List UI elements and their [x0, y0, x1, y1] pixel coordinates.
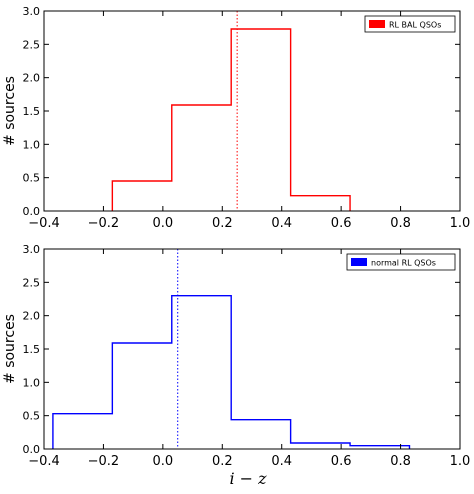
- x-tick-label: 1.0: [450, 216, 471, 231]
- legend-box: [346, 253, 456, 271]
- y-tick-label: 1.0: [23, 376, 41, 389]
- legend-swatch: [369, 20, 385, 28]
- y-tick-label: 2.0: [23, 310, 41, 323]
- x-tick-label: 0.0: [153, 216, 174, 231]
- legend-box: [364, 15, 456, 33]
- y-tick-label: 3.0: [23, 243, 41, 256]
- y-tick-label: 1.5: [23, 105, 41, 118]
- x-tick-label: 0.4: [271, 454, 292, 469]
- y-axis-label: # sources: [2, 76, 18, 146]
- y-tick-label: 1.5: [23, 343, 41, 356]
- legend-label: normal RL QSOs: [371, 259, 436, 268]
- legend-label: RL BAL QSOs: [389, 21, 441, 30]
- histogram-bin: [112, 343, 171, 449]
- legend: normal RL QSOs: [346, 253, 456, 271]
- histogram-bin: [172, 296, 231, 449]
- legend: RL BAL QSOs: [364, 15, 456, 33]
- chart-panel-top: −0.4 −0.2 0.0 0.2 0.4 0.6 0.8 1.0 0.0 0.5 1.0 1.5 2.…: [2, 5, 470, 231]
- y-tick-label: 2.5: [23, 38, 41, 51]
- y-tick-label: 3.0: [23, 5, 41, 18]
- y-tick-label: 2.5: [23, 276, 41, 289]
- legend-swatch: [351, 258, 367, 266]
- x-tick-label: −0.2: [88, 216, 120, 231]
- x-tick-label: 0.6: [331, 216, 352, 231]
- x-tick-label: 0.8: [390, 454, 411, 469]
- histogram-bin: [53, 414, 112, 449]
- y-tick-label: 0.5: [23, 172, 41, 185]
- x-tick-label: −0.4: [28, 216, 60, 231]
- x-tick-label: 0.2: [212, 454, 233, 469]
- histogram-series-bottom: [52, 294, 411, 449]
- y-axis-label: # sources: [2, 314, 18, 384]
- x-tick-label: 0.4: [271, 216, 292, 231]
- histogram-series-top: [111, 28, 351, 211]
- y-tick-label: 0.0: [23, 205, 41, 218]
- y-tick-label: 0.5: [23, 410, 41, 423]
- chart-panel-bottom: −0.4 −0.2 0.0 0.2 0.4 0.6 0.8 1.0 0.0 0.5 1.0 1.5 2.…: [2, 243, 470, 488]
- x-tick-label: −0.2: [88, 454, 120, 469]
- x-tick-label: 0.6: [331, 454, 352, 469]
- y-tick-label: 0.0: [23, 443, 41, 456]
- x-tick-label: 1.0: [450, 454, 471, 469]
- histogram-bin: [172, 105, 231, 211]
- histogram-bin: [231, 29, 290, 211]
- x-tick-label: 0.8: [390, 216, 411, 231]
- y-tick-label: 2.0: [23, 72, 41, 85]
- x-tick-label: −0.4: [28, 454, 60, 469]
- x-tick-label: 0.0: [153, 454, 174, 469]
- x-axis-label: i − z: [229, 469, 267, 488]
- x-tick-label: 0.2: [212, 216, 233, 231]
- y-tick-label: 1.0: [23, 138, 41, 151]
